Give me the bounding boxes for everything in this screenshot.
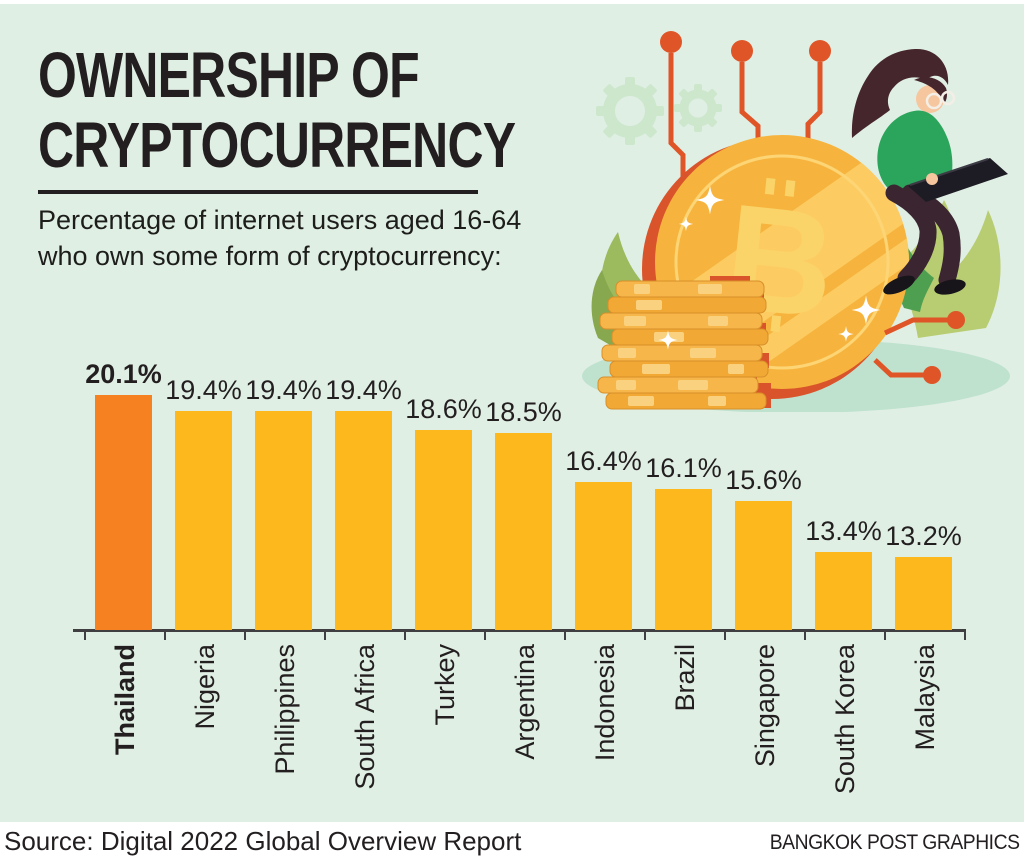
bar-argentina — [495, 433, 552, 630]
axis-tick — [403, 631, 406, 640]
subtitle-line-2: who own some form of cryptocurrency: — [38, 241, 502, 271]
category-label-brazil: Brazil — [669, 644, 700, 712]
value-label-malaysia: 13.2% — [885, 521, 962, 551]
category-label-thailand: Thailand — [109, 644, 140, 756]
value-label-singapore: 15.6% — [725, 465, 802, 495]
circuit-line — [873, 311, 965, 384]
gear-icon — [596, 77, 664, 145]
axis-tick — [243, 631, 246, 640]
value-label-argentina: 18.5% — [485, 397, 562, 427]
bar-brazil — [655, 489, 712, 630]
category-label-indonesia: Indonesia — [589, 644, 620, 762]
circuit-line — [668, 53, 823, 193]
credit-note: BANGKOK POST GRAPHICS — [770, 831, 1020, 854]
value-label-south-korea: 13.4% — [805, 516, 882, 546]
bar-indonesia — [575, 482, 632, 630]
value-label-indonesia: 16.4% — [565, 446, 642, 476]
axis-tick — [723, 631, 726, 640]
title-line-2: CRYPTOCURRENCY — [38, 109, 516, 181]
coin-stack-icon — [597, 280, 769, 410]
category-label-malaysia: Malaysia — [909, 644, 940, 751]
bar-thailand — [95, 395, 152, 630]
bar-philippines — [255, 411, 312, 630]
axis-tick — [643, 631, 646, 640]
value-label-philippines: 19.4% — [245, 375, 322, 405]
value-label-turkey: 18.6% — [405, 394, 482, 424]
gear-icon — [674, 84, 722, 132]
axis-tick — [883, 631, 886, 640]
category-label-philippines: Philippines — [269, 644, 300, 775]
bar-malaysia — [895, 557, 952, 630]
axis-tick — [963, 631, 966, 640]
axis-tick — [803, 631, 806, 640]
bar-nigeria — [175, 411, 232, 630]
value-label-brazil: 16.1% — [645, 453, 722, 483]
value-label-thailand: 20.1% — [85, 359, 162, 389]
axis-tick — [163, 631, 166, 640]
footer-bar — [0, 822, 1024, 859]
value-label-south-africa: 19.4% — [325, 375, 402, 405]
subtitle-line-1: Percentage of internet users aged 16-64 — [38, 205, 522, 235]
axis-tick — [323, 631, 326, 640]
bar-singapore — [735, 501, 792, 630]
crypto-illustration: B — [582, 31, 1010, 412]
source-note: Source: Digital 2022 Global Overview Rep… — [4, 826, 522, 856]
bar-south-korea — [815, 552, 872, 630]
bar-turkey — [415, 430, 472, 630]
woman-with-laptop-icon — [851, 48, 1008, 295]
page-title: OWNERSHIP OF CRYPTOCURRENCY — [38, 40, 650, 180]
bar-south-africa — [335, 411, 392, 630]
category-label-south-africa: South Africa — [349, 644, 380, 790]
glasses-icon — [925, 90, 956, 110]
axis-tick — [83, 631, 86, 640]
circuit-node-icon — [660, 31, 831, 62]
category-label-turkey: Turkey — [429, 644, 460, 726]
chart-subtitle: Percentage of internet users aged 16-64 … — [38, 202, 521, 274]
category-label-argentina: Argentina — [509, 644, 540, 760]
title-line-1: OWNERSHIP OF — [38, 39, 420, 111]
title-underline — [38, 190, 478, 194]
category-label-nigeria: Nigeria — [189, 644, 220, 730]
category-label-singapore: Singapore — [749, 644, 780, 768]
axis-tick — [483, 631, 486, 640]
top-border-strip — [0, 0, 1024, 4]
value-label-nigeria: 19.4% — [165, 375, 242, 405]
category-label-south-korea: South Korea — [829, 644, 860, 795]
axis-tick — [563, 631, 566, 640]
x-axis — [73, 629, 966, 632]
